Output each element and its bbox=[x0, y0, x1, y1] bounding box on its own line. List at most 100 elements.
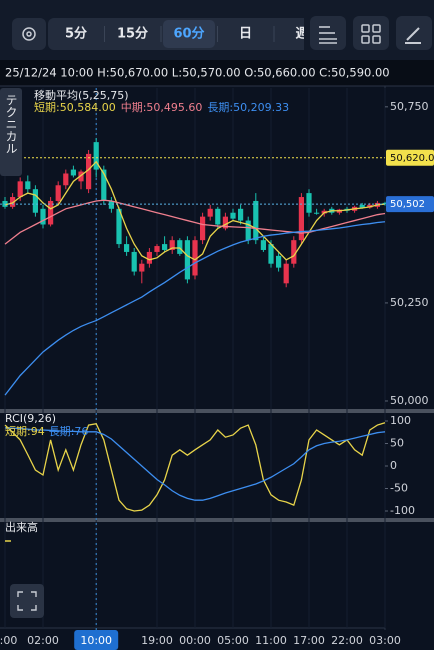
legend: 短期:50,584.00 中期:50,495.60 長期:50,209.33 bbox=[34, 100, 289, 114]
candle-body bbox=[207, 208, 213, 217]
candle-body bbox=[10, 197, 16, 207]
candle-body bbox=[314, 212, 320, 214]
candle-body bbox=[192, 240, 198, 276]
indicator-title: 移動平均(5,25,75) bbox=[34, 88, 129, 102]
crosshair-x-label: 10:00 bbox=[80, 634, 112, 647]
period-tab[interactable]: 15分 bbox=[117, 26, 148, 42]
candle-body bbox=[177, 240, 183, 254]
legend-entry: 短期:50,584.00 bbox=[34, 100, 116, 114]
legend-entry: 長期:50,209.33 bbox=[207, 101, 289, 114]
series-line bbox=[4, 160, 386, 261]
x-tick-label: 02:00 bbox=[27, 634, 59, 647]
legend-entry: 中期:50,495.60 bbox=[121, 101, 203, 114]
x-tick-label: 17:00 bbox=[293, 634, 325, 647]
candle-body bbox=[169, 240, 175, 250]
legend-entry: 短期:94 bbox=[5, 424, 45, 438]
candle-body bbox=[78, 171, 84, 182]
technical-tab[interactable] bbox=[0, 88, 22, 176]
candle-body bbox=[116, 208, 122, 245]
expand-icon bbox=[17, 591, 37, 611]
y-tick-label: -50 bbox=[390, 482, 408, 495]
candle-body bbox=[124, 244, 130, 252]
price-tag-label: 50,502 bbox=[390, 199, 425, 210]
candle-body bbox=[222, 216, 228, 229]
legend: 短期:94 長期:76 bbox=[5, 424, 88, 438]
ohlc-info: 25/12/24 10:00 H:50,670.00 L:50,570.00 O… bbox=[5, 66, 390, 80]
y-tick-label: 50,250 bbox=[390, 296, 429, 309]
candle-body bbox=[101, 169, 107, 201]
x-tick-label: 19:00 bbox=[141, 634, 173, 647]
x-tick-label: 00:00 bbox=[179, 634, 211, 647]
x-tick-label: 0:00 bbox=[0, 634, 17, 647]
candle-body bbox=[253, 200, 259, 241]
candle-body bbox=[359, 204, 365, 208]
y-tick-label: 50,750 bbox=[390, 100, 429, 113]
series-line bbox=[4, 422, 386, 512]
technical-tab-label: テクニカル bbox=[4, 94, 18, 154]
period-tab[interactable]: 60分 bbox=[173, 26, 204, 42]
candle-body bbox=[154, 246, 160, 252]
candle-body bbox=[70, 169, 76, 176]
candle-body bbox=[17, 181, 23, 198]
series-line bbox=[4, 221, 386, 396]
series-line bbox=[4, 199, 386, 245]
y-tick-label: -100 bbox=[390, 504, 415, 517]
expand-button[interactable] bbox=[10, 584, 44, 618]
candle-body bbox=[184, 240, 190, 280]
gear-icon-center bbox=[26, 31, 32, 37]
x-tick-label: 03:00 bbox=[369, 634, 401, 647]
price-tag-label: 50,620.00 bbox=[390, 153, 434, 164]
candle-body bbox=[55, 185, 61, 201]
candle-body bbox=[32, 189, 38, 213]
y-tick-label: 50 bbox=[390, 437, 404, 450]
layout-button[interactable] bbox=[353, 16, 389, 50]
candle-body bbox=[146, 251, 152, 264]
indicator-title: RCI(9,26) bbox=[5, 412, 56, 425]
period-tab[interactable]: 週 bbox=[295, 27, 308, 42]
x-tick-label: 11:00 bbox=[255, 634, 287, 647]
pencil-icon bbox=[405, 27, 421, 44]
period-tab[interactable]: 日 bbox=[239, 27, 252, 42]
candle-body bbox=[162, 244, 168, 250]
grid-icon bbox=[361, 24, 381, 44]
candle-body bbox=[238, 208, 244, 221]
candle-body bbox=[25, 181, 31, 190]
candle-body bbox=[48, 200, 54, 225]
period-tabs: 5分 15分 60分 日 週 bbox=[48, 18, 308, 50]
price-tag bbox=[386, 196, 434, 213]
candle-body bbox=[260, 240, 266, 250]
candle-body bbox=[283, 263, 289, 284]
series-line bbox=[4, 427, 386, 501]
candle-body bbox=[268, 244, 274, 264]
period-tab[interactable]: 5分 bbox=[65, 26, 87, 42]
candle-body bbox=[108, 200, 114, 209]
active-tab bbox=[163, 20, 215, 48]
price-tag bbox=[386, 149, 434, 166]
y-tick-label: 0 bbox=[390, 459, 397, 472]
settings-button[interactable] bbox=[12, 18, 46, 50]
candle-body bbox=[93, 142, 99, 170]
candle-body bbox=[298, 197, 304, 241]
candle-body bbox=[40, 208, 46, 225]
crosshair-x-label-bg bbox=[74, 630, 119, 650]
candle-body bbox=[215, 208, 221, 225]
candle-body bbox=[200, 216, 206, 241]
candle-body bbox=[139, 263, 145, 272]
gear-icon bbox=[22, 27, 36, 41]
candle-body bbox=[63, 173, 69, 186]
y-tick-label: 100 bbox=[390, 414, 411, 427]
volume-title: 出来高 bbox=[5, 520, 38, 534]
x-tick-label: 22:00 bbox=[331, 634, 363, 647]
candle-body bbox=[86, 153, 92, 190]
info-bar bbox=[0, 60, 434, 86]
candle-body bbox=[306, 193, 312, 213]
plot: 0:00 02:00 10:00 19:00 00:00 05:00 11:00 17:00 2… bbox=[0, 88, 434, 650]
x-tick-label: 05:00 bbox=[217, 634, 249, 647]
candle-body bbox=[382, 202, 388, 205]
candle-body bbox=[131, 251, 137, 272]
legend-entry: 長期:76 bbox=[49, 425, 89, 438]
candle-body bbox=[291, 240, 297, 264]
